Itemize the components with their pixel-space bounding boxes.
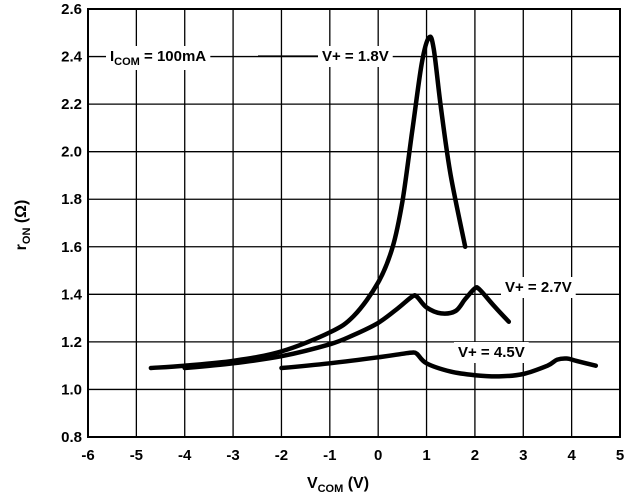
x-tick-label: -3 bbox=[226, 447, 239, 464]
series-line-3 bbox=[148, 34, 468, 371]
x-tick-label: -5 bbox=[130, 447, 143, 464]
annotation-v27: V+ = 2.7V bbox=[505, 279, 572, 296]
y-axis-label: rON (Ω) bbox=[13, 200, 33, 251]
y-tick-label: 1.2 bbox=[61, 334, 82, 351]
x-tick-label: -6 bbox=[81, 447, 94, 464]
series-line-1 bbox=[279, 350, 599, 379]
y-tick-label: 1.6 bbox=[61, 239, 82, 256]
x-tick-label: 0 bbox=[374, 447, 382, 464]
x-tick-label: 5 bbox=[616, 447, 624, 464]
x-tick-label: -1 bbox=[323, 447, 336, 464]
y-tick-label: 0.8 bbox=[61, 429, 82, 446]
y-tick-label: 2.2 bbox=[61, 96, 82, 113]
plot-frame bbox=[87, 8, 621, 438]
x-tick-label: 4 bbox=[567, 447, 576, 464]
tick-layer: -6 -5 -4 -3 -2 -1 0 1 2 3 4 5 0.8 1.0 1.2 1.4 1.6 1.8 2.0 2… bbox=[61, 1, 624, 464]
annotation-v18-background bbox=[318, 46, 393, 67]
y-tick-label: 1.4 bbox=[61, 286, 83, 303]
annotation-v18: V+ = 1.8V bbox=[322, 48, 389, 65]
x-tick-label: -2 bbox=[275, 447, 288, 464]
y-tick-label: 1.8 bbox=[61, 191, 82, 208]
annotation-v27-background bbox=[501, 277, 576, 298]
y-tick-label: 2.0 bbox=[61, 144, 82, 161]
annotation-current: ICOM = 100mA bbox=[110, 48, 206, 68]
y-tick-label: 1.0 bbox=[61, 381, 82, 398]
annotation-v45: V+ = 4.5V bbox=[458, 344, 525, 361]
annotation-layer: ICOM = 100mA V+ = 1.8V V+ = 2.7V V+ = 4.5V bbox=[106, 46, 576, 363]
x-tick-label: 3 bbox=[519, 447, 527, 464]
annotation-v45-background bbox=[454, 342, 529, 363]
x-axis-label: VCOM (V) bbox=[307, 475, 369, 495]
x-tick-label: -4 bbox=[178, 447, 192, 464]
grid-layer bbox=[88, 9, 620, 437]
annotation-current-background bbox=[106, 46, 211, 70]
y-tick-label: 2.4 bbox=[61, 49, 83, 66]
series-line-2 bbox=[182, 285, 512, 371]
y-tick-label: 2.6 bbox=[61, 1, 82, 18]
curve-layer bbox=[148, 34, 599, 379]
x-tick-label: 2 bbox=[471, 447, 479, 464]
x-tick-label: 1 bbox=[422, 447, 430, 464]
